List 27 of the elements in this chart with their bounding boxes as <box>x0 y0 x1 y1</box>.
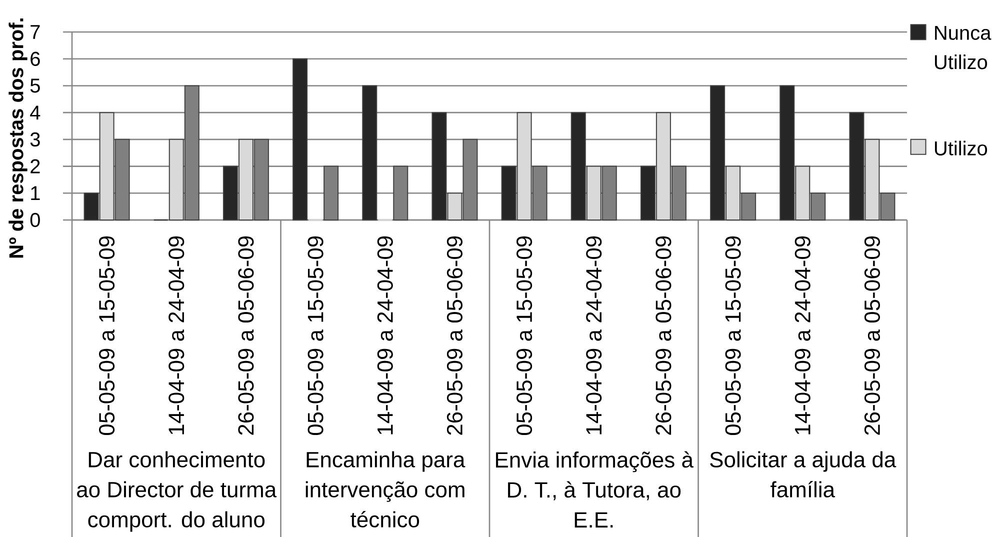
y-tick-label: 0 <box>30 212 40 228</box>
x-tick-label: 05-05-09 a 15-05-09 <box>308 236 324 436</box>
y-axis-title: Nº de respostas dos prof. <box>8 18 28 258</box>
x-tick-label: 14-04-09 a 24-04-09 <box>794 236 810 434</box>
text: Encaminha para intervenção com técnico <box>306 451 466 528</box>
x-tick-label: 14-04-09 a 24-04-09 <box>168 236 184 434</box>
x-tick-label: 14-04-09 a 24-04-09 <box>586 236 602 434</box>
y-tick-label: 2 <box>30 159 40 174</box>
x-tick-label: 05-05-09 a 15-05-09 <box>99 236 115 436</box>
text: Dar conhecimento ao Director de turma comport. do aluno <box>77 451 277 532</box>
legend-label: Nunca Utilizo <box>934 26 992 70</box>
x-tick-label: 05-05-09 a 15-05-09 <box>516 236 532 436</box>
y-tick-label: 6 <box>30 52 40 66</box>
y-tick-label: 5 <box>30 78 40 93</box>
text: Envia informações à D. T., à Tutora, ao E.E. <box>496 451 694 528</box>
y-tick-label: 4 <box>30 106 40 120</box>
x-tick-label: 05-05-09 a 15-05-09 <box>725 236 741 436</box>
legend-label: Utilizo <box>934 140 988 156</box>
x-tick-label: 26-05-09 a 05-06-09 <box>238 236 254 435</box>
y-tick-label: 1 <box>31 186 40 200</box>
x-tick-label: 14-04-09 a 24-04-09 <box>377 236 393 434</box>
x-tick-label: 26-05-09 a 05-06-09 <box>656 236 672 435</box>
x-tick-label: 26-05-09 a 05-06-09 <box>446 236 462 435</box>
x-tick-label: 26-05-09 a 05-06-09 <box>864 236 880 435</box>
y-tick-label: 3 <box>30 132 40 147</box>
text: Solicitar a ajuda da família <box>710 451 896 498</box>
y-tick-label: 7 <box>30 25 40 39</box>
